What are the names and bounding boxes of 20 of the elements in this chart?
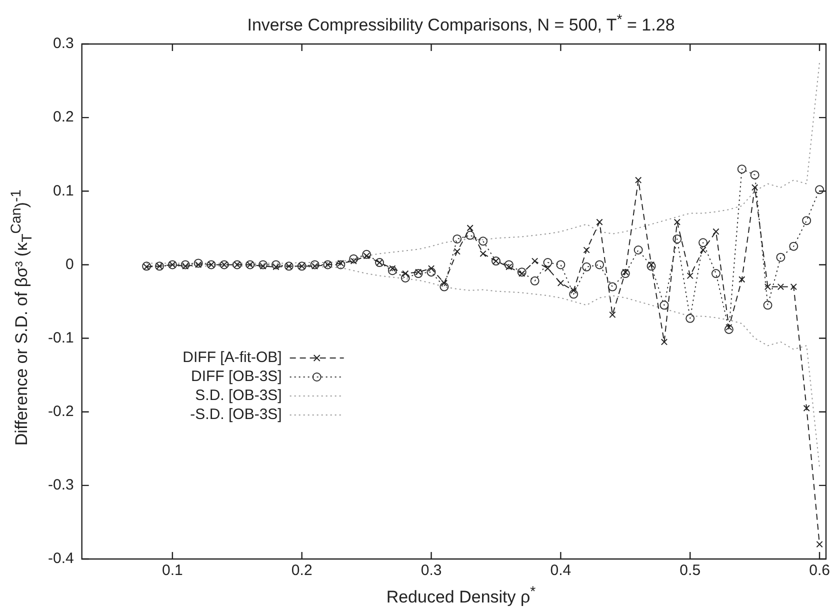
- x-tick-label: 0.3: [420, 562, 442, 580]
- y-tick-label: 0.3: [52, 35, 74, 52]
- y-tick-label: 0.1: [52, 182, 74, 200]
- legend-label: -S.D. [OB-3S]: [190, 406, 282, 424]
- x-tick-label: 0.4: [550, 562, 572, 580]
- legend-label: DIFF [A-fit-OB]: [182, 349, 282, 366]
- y-tick-label: -0.2: [48, 403, 74, 420]
- x-tick-label: 0.2: [291, 562, 312, 580]
- x-tick-label: 0.1: [162, 562, 183, 580]
- y-tick-label: 0.2: [52, 108, 74, 126]
- x-axis-title: Reduced Density ρ$^{*}$: [385, 584, 537, 608]
- y-tick-label: -0.3: [48, 476, 74, 494]
- y-tick-label: -0.1: [48, 329, 74, 346]
- x-tick-label: 0.6: [809, 562, 830, 580]
- x-tick-label: 0.5: [680, 562, 701, 580]
- y-tick-label: -0.4: [48, 550, 74, 568]
- legend-label: DIFF [OB-3S]: [191, 368, 282, 386]
- legend-label: S.D. [OB-3S]: [195, 387, 282, 404]
- chart-title: Inverse Compressibility Comparisons, N = 500, T$^{*}$ = 1.28: [246, 12, 676, 36]
- y-tick-label: 0: [66, 256, 74, 273]
